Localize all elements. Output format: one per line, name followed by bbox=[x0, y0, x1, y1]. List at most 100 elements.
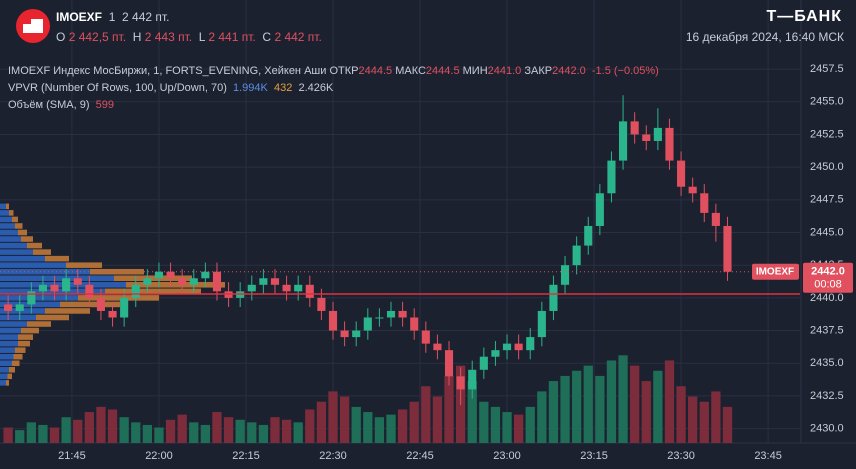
candle-body bbox=[27, 291, 36, 305]
candle-body bbox=[700, 193, 709, 213]
profile-down bbox=[114, 275, 192, 282]
volume-bar bbox=[281, 419, 292, 443]
volume-bar bbox=[641, 381, 651, 443]
volume-bar bbox=[142, 424, 152, 443]
candle-body bbox=[677, 160, 686, 187]
candle-body bbox=[375, 317, 384, 319]
candle-body bbox=[398, 310, 407, 318]
candle-body bbox=[189, 278, 198, 285]
volume-bar bbox=[3, 427, 13, 443]
volume-bar bbox=[525, 406, 535, 443]
price: 2 442 пт. bbox=[122, 10, 170, 24]
val: 599 bbox=[95, 99, 114, 111]
profile-up bbox=[0, 327, 21, 334]
candle-body bbox=[560, 265, 570, 285]
candle-body bbox=[653, 127, 662, 141]
y-tick-label: 2435.0 bbox=[810, 357, 844, 369]
candle-body bbox=[108, 310, 117, 318]
profile-down bbox=[27, 321, 51, 327]
profile-up bbox=[0, 380, 6, 386]
interval: 1 bbox=[108, 10, 116, 24]
x-tick-label: 22:15 bbox=[232, 450, 260, 462]
profile-down bbox=[13, 353, 23, 360]
profile-down bbox=[6, 380, 9, 386]
candle-body bbox=[305, 284, 314, 298]
volume-bar bbox=[165, 419, 176, 443]
symbol: IMOEXF bbox=[56, 10, 103, 24]
volume-bar bbox=[595, 375, 605, 443]
val: 2 443 пт. bbox=[144, 30, 193, 44]
candle-body bbox=[410, 317, 419, 331]
x-tick-label: 23:45 bbox=[754, 450, 782, 462]
val: 1.994K bbox=[232, 82, 268, 94]
profile-down bbox=[21, 236, 33, 242]
candle-body bbox=[259, 278, 268, 285]
x-tick-label: 23:30 bbox=[667, 450, 695, 462]
profile-up bbox=[0, 321, 27, 327]
candle-body bbox=[4, 304, 13, 311]
volume-bar bbox=[560, 375, 570, 443]
legend-line: IMOEXF Индекс МосБиржи, 1, FORTS_EVENING… bbox=[8, 65, 659, 77]
profile-up bbox=[0, 210, 9, 216]
volume-bar bbox=[305, 409, 315, 443]
x-tick-label: 23:00 bbox=[493, 450, 521, 462]
volume-bar bbox=[618, 355, 628, 443]
profile-up bbox=[0, 353, 14, 360]
candle-body bbox=[328, 310, 338, 331]
volume-bar bbox=[363, 412, 373, 443]
candle-body bbox=[212, 271, 222, 292]
vpvr: VPVR (Number Of Rows, 100, Up/Down, 70) bbox=[8, 82, 227, 94]
candle-body bbox=[526, 337, 535, 351]
candle-body bbox=[282, 284, 291, 292]
profile-down bbox=[105, 288, 201, 295]
profile-up bbox=[0, 360, 12, 367]
profile-down bbox=[15, 223, 23, 229]
volume-bar bbox=[664, 360, 675, 443]
candle-body bbox=[131, 284, 140, 298]
volume-bar bbox=[258, 424, 269, 443]
candle-body bbox=[642, 134, 651, 141]
val: 2 442,5 пт. bbox=[68, 30, 127, 44]
candle-body bbox=[178, 278, 187, 285]
volume-bar bbox=[61, 417, 71, 443]
datetime: 16 декабря 2024, 16:40 МСК bbox=[685, 30, 844, 44]
volume-bar bbox=[73, 419, 83, 443]
volume-bar bbox=[444, 375, 454, 443]
profile-down bbox=[66, 262, 102, 268]
candle-body bbox=[723, 225, 732, 272]
volume-line: Объём (SMA, 9) 599 bbox=[8, 99, 114, 111]
x-tick-label: 22:45 bbox=[406, 450, 434, 462]
last-label: IMOEXF bbox=[756, 266, 794, 277]
candle-body bbox=[444, 350, 454, 377]
volume-bar bbox=[421, 386, 431, 443]
ohlc-line: О 2 442,5 пт. Н 2 443 пт. L 2 441 пт. С … bbox=[56, 30, 322, 44]
profile-down bbox=[27, 242, 42, 249]
header-line: IMOEXF 1 2 442 пт. bbox=[56, 10, 169, 24]
y-tick-label: 2432.5 bbox=[810, 390, 844, 402]
candle-body bbox=[154, 271, 164, 279]
volume-bar bbox=[223, 417, 234, 443]
profile-up bbox=[0, 314, 36, 321]
y-tick-label: 2447.5 bbox=[810, 194, 844, 206]
volume-bar bbox=[270, 417, 280, 443]
volume-bar bbox=[374, 417, 385, 443]
key: ОТКР bbox=[329, 65, 359, 77]
profile-up bbox=[0, 216, 12, 223]
volume-bar bbox=[583, 365, 593, 443]
val: -1.5 (−0.05%) bbox=[591, 65, 659, 77]
volume-bar bbox=[316, 401, 327, 443]
profile-down bbox=[6, 203, 9, 210]
val: 2.426K bbox=[298, 82, 334, 94]
candle-body bbox=[607, 160, 616, 194]
profile-up bbox=[0, 236, 21, 242]
candle-body bbox=[62, 278, 71, 292]
y-tick-label: 2450.0 bbox=[810, 161, 844, 173]
candle-body bbox=[584, 225, 593, 246]
key: МАКС bbox=[395, 65, 426, 77]
candle-body bbox=[294, 284, 303, 292]
volume-bar bbox=[212, 412, 222, 443]
volume-bar bbox=[84, 412, 94, 443]
val: 2444.5 bbox=[358, 65, 393, 77]
volume-bar bbox=[200, 424, 211, 443]
candle-body bbox=[537, 310, 546, 338]
